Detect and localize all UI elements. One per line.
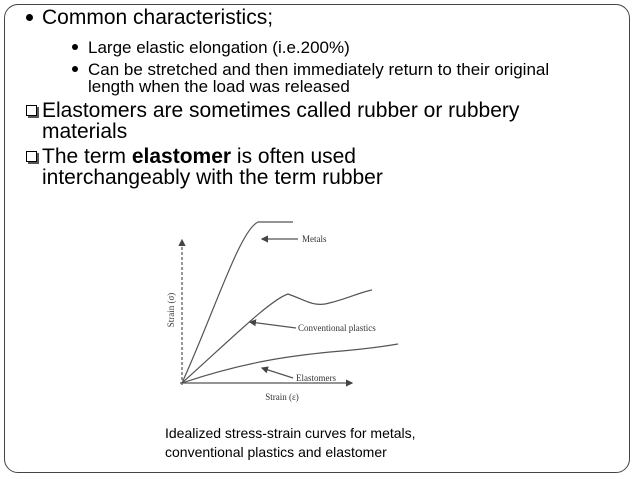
bold-text: elastomer [131, 145, 232, 168]
bullet [26, 151, 37, 162]
slide-frame [4, 4, 630, 473]
bullet [26, 105, 37, 116]
bullet [72, 44, 78, 50]
caption: Idealized stress-strain curves for metal… [165, 425, 416, 441]
plastics-curve [181, 289, 373, 384]
bullet [72, 66, 78, 72]
sub-bullet-text: Can be stretched and then immediately re… [88, 60, 550, 96]
label-arrow [260, 366, 294, 379]
point-text: The term elastomer is often used interch… [42, 146, 472, 188]
curve-label: Metals [302, 234, 327, 244]
caption: conventional plastics and elastomer [165, 444, 387, 460]
elastomers-curve [181, 343, 399, 384]
metals-curve [181, 221, 293, 384]
text: The term [42, 145, 132, 168]
text: Elastomers are sometimes called rubber o… [42, 99, 520, 143]
point-text: Elastomers are sometimes called rubber o… [42, 100, 597, 142]
x-axis-label: Strain (ε) [265, 392, 299, 402]
label-arrow [248, 319, 297, 329]
sub-bullet-text: Large elastic elongation (i.e.200%) [88, 38, 350, 57]
y-axis-label: Strain (σ) [166, 293, 176, 328]
curve-label: Elastomers [296, 373, 336, 383]
bullet [26, 14, 33, 21]
bullet-text: Common characteristics; [42, 6, 274, 29]
curve-label: Conventional plastics [298, 323, 376, 333]
text: is often used interchangeably with the t… [42, 145, 383, 189]
